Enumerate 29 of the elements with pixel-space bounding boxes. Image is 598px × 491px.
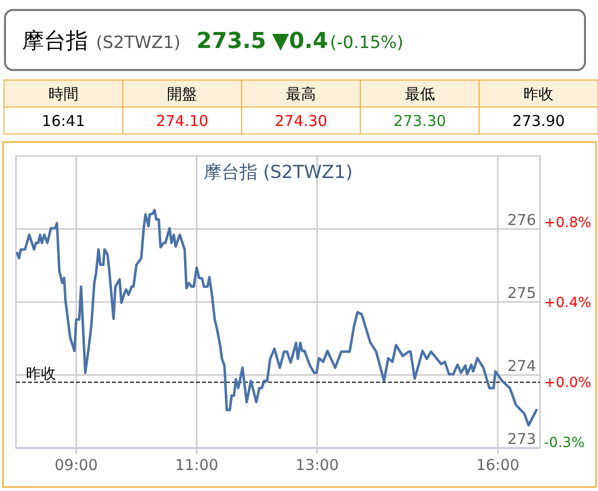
text: (S2TWZ1)	[96, 33, 181, 53]
text: 時間	[48, 85, 78, 103]
text: (-0.15%)	[330, 33, 404, 53]
x-tick-label: 13:00	[296, 456, 339, 474]
x-tick-label: 16:00	[476, 456, 520, 474]
y2-tick-label: +0.4%	[544, 295, 592, 311]
y-tick-label: 274	[507, 357, 536, 375]
text: 最高	[286, 85, 316, 103]
text: 274.10	[156, 112, 208, 130]
y-tick-label: 273	[507, 430, 536, 448]
text: 16:41	[42, 112, 86, 130]
text: ▼0.4	[272, 29, 328, 54]
y2-tick-label: +0.0%	[544, 375, 592, 391]
text: 昨收	[524, 85, 554, 103]
x-tick-label: 11:00	[175, 456, 218, 474]
text: 最低	[404, 85, 435, 103]
text: 273.5	[196, 29, 266, 54]
x-tick-label: 09:00	[54, 456, 98, 474]
y2-tick-label: -0.3%	[544, 435, 585, 451]
y-tick-label: 276	[507, 211, 536, 229]
y-tick-label: 275	[507, 284, 536, 302]
text: 273.30	[394, 112, 446, 130]
ref-line-label: 昨收	[26, 364, 56, 382]
text: 273.90	[512, 112, 565, 130]
text: 開盤	[167, 85, 198, 103]
text: 274.30	[274, 112, 328, 130]
chart-title: 摩台指 (S2TWZ1)	[203, 162, 353, 183]
y2-tick-label: +0.8%	[544, 215, 592, 231]
text: 摩台指	[22, 29, 88, 54]
